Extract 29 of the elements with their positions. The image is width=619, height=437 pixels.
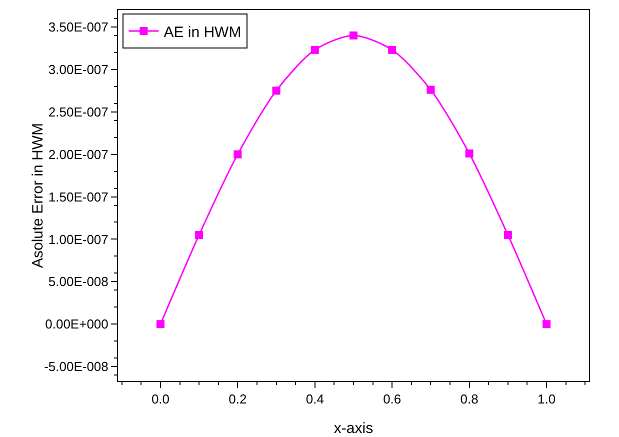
y-tick-label: 1.00E-007	[48, 232, 108, 247]
y-tick-label: 2.00E-007	[48, 146, 108, 162]
x-tick-label: 0.8	[460, 392, 478, 407]
point	[465, 149, 474, 158]
point	[504, 230, 512, 239]
y-tick-label: 3.00E-007	[48, 62, 108, 77]
y-tick-label: 5.00E-008	[48, 274, 108, 290]
point	[272, 86, 280, 95]
point	[195, 230, 204, 239]
y-axis-title: Asolute Error in HWM	[29, 122, 46, 268]
point	[388, 46, 396, 54]
point	[234, 150, 242, 158]
x-tick-label: 0.6	[383, 392, 402, 407]
x-axis-title: x-axis	[334, 420, 374, 437]
x-tick-label: 1.0	[537, 392, 556, 407]
x-tick-label: 0.0	[151, 392, 170, 407]
y-tick-label: 2.50E-007	[48, 104, 108, 120]
x-tick-label: 0.4	[306, 392, 324, 407]
y-tick-label: -5.00E-008	[44, 359, 108, 374]
point	[350, 31, 358, 40]
x-tick-label: 0.2	[228, 392, 247, 407]
y-tick-label: 1.50E-007	[48, 189, 108, 204]
point	[156, 320, 164, 328]
point	[310, 46, 319, 54]
y-tick-label: 0.00E+000	[45, 316, 108, 332]
legend-label: AE in HWM	[164, 24, 242, 41]
y-tick-label: 3.50E-007	[48, 20, 108, 35]
point	[426, 86, 435, 94]
point	[542, 320, 551, 328]
